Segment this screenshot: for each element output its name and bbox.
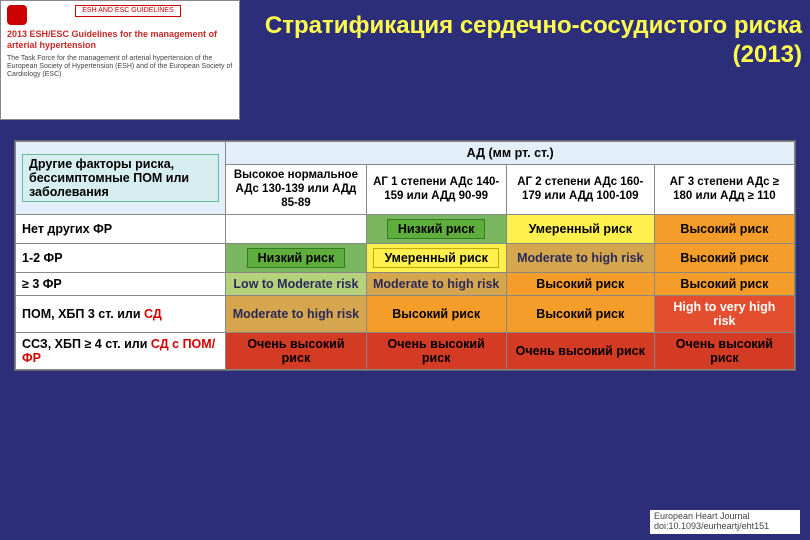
esc-logo	[7, 5, 27, 25]
journal-citation: European Heart Journal doi:10.1093/eurhe…	[650, 510, 800, 534]
table-row: ≥ 3 ФРLow to Moderate riskModerate to hi…	[16, 273, 795, 296]
col-header-0: Высокое нормальное АДс 130-139 или АДд 8…	[226, 165, 366, 215]
risk-cell: Очень высокий риск	[226, 333, 366, 370]
risk-cell: Умеренный риск	[506, 215, 654, 244]
col-header-1: АГ 1 степени АДс 140-159 или АДд 90-99	[366, 165, 506, 215]
risk-badge: Умеренный риск	[373, 248, 498, 268]
risk-cell: Moderate to high risk	[366, 273, 506, 296]
table-row: 1-2 ФР Низкий риск Умеренный риск Moderate …	[16, 244, 795, 273]
risk-cell: Moderate to high risk	[506, 244, 654, 273]
risk-cell: Низкий риск	[366, 215, 506, 244]
slide-title-line2: (2013)	[733, 41, 802, 68]
risk-stratification-table: Другие факторы риска, бессимптомные ПОМ …	[14, 140, 796, 371]
table-row: ПОМ, ХБП 3 ст. или СДModerate to high ri…	[16, 296, 795, 333]
risk-cell: Высокий риск	[506, 273, 654, 296]
table-row: ССЗ, ХБП ≥ 4 ст. или СД с ПОМ/ФРОчень вы…	[16, 333, 795, 370]
factors-header-label: Другие факторы риска, бессимптомные ПОМ …	[22, 154, 219, 202]
risk-cell: Очень высокий риск	[366, 333, 506, 370]
risk-cell: Высокий риск	[654, 244, 794, 273]
guideline-badge: ESH AND ESC GUIDELINES	[75, 5, 180, 17]
risk-badge: Низкий риск	[387, 219, 486, 239]
risk-cell	[226, 215, 366, 244]
risk-badge: Низкий риск	[247, 248, 346, 268]
guideline-title: 2013 ESH/ESC Guidelines for the manageme…	[7, 29, 233, 51]
risk-cell: Moderate to high risk	[226, 296, 366, 333]
risk-cell: Высокий риск	[506, 296, 654, 333]
journal-doi: doi:10.1093/eurheartj/eht151	[654, 522, 796, 532]
risk-cell: Низкий риск	[226, 244, 366, 273]
risk-cell: Умеренный риск	[366, 244, 506, 273]
risk-cell: High to very high risk	[654, 296, 794, 333]
row-label: ССЗ, ХБП ≥ 4 ст. или СД с ПОМ/ФР	[16, 333, 226, 370]
slide-title-line1: Стратификация сердечно-сосудистого риска	[265, 12, 802, 39]
row-label: Нет других ФР	[16, 215, 226, 244]
risk-cell: Высокий риск	[366, 296, 506, 333]
risk-cell: Очень высокий риск	[654, 333, 794, 370]
col-header-3: АГ 3 степени АДс ≥ 180 или АДд ≥ 110	[654, 165, 794, 215]
factors-header: Другие факторы риска, бессимптомные ПОМ …	[16, 142, 226, 215]
row-label: ≥ 3 ФР	[16, 273, 226, 296]
col-header-2: АГ 2 степени АДс 160-179 или АДд 100-109	[506, 165, 654, 215]
row-label: 1-2 ФР	[16, 244, 226, 273]
table-row: Нет других ФР Низкий риск Умеренный рискВы…	[16, 215, 795, 244]
risk-cell: Высокий риск	[654, 215, 794, 244]
row-label: ПОМ, ХБП 3 ст. или СД	[16, 296, 226, 333]
guideline-subtitle: The Task Force for the management of art…	[7, 55, 233, 80]
bp-header: АД (мм рт. ст.)	[226, 142, 795, 165]
risk-cell: Высокий риск	[654, 273, 794, 296]
risk-cell: Low to Moderate risk	[226, 273, 366, 296]
slide-title: Стратификация сердечно-сосудистого риска…	[250, 12, 802, 70]
risk-cell: Очень высокий риск	[506, 333, 654, 370]
guideline-citation-box: ESH AND ESC GUIDELINES 2013 ESH/ESC Guid…	[0, 0, 240, 120]
